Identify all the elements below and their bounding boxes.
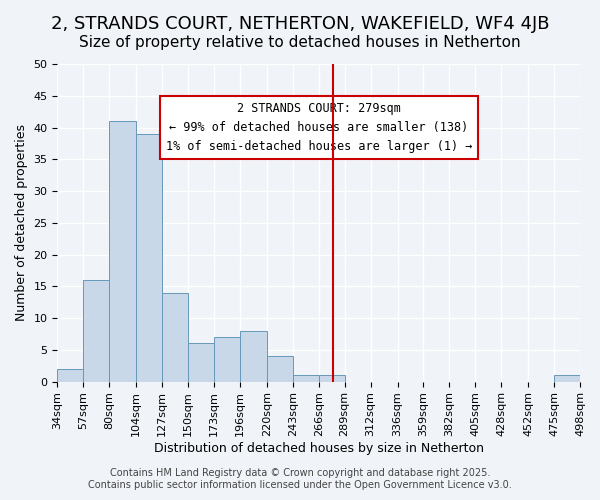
Text: Size of property relative to detached houses in Netherton: Size of property relative to detached ho…	[79, 35, 521, 50]
Bar	[267, 356, 293, 382]
Y-axis label: Number of detached properties: Number of detached properties	[15, 124, 28, 322]
Bar	[162, 292, 188, 382]
Bar	[240, 331, 267, 382]
Bar	[293, 375, 319, 382]
Bar	[109, 121, 136, 382]
Bar	[214, 337, 240, 382]
Text: 2 STRANDS COURT: 279sqm
← 99% of detached houses are smaller (138)
1% of semi-de: 2 STRANDS COURT: 279sqm ← 99% of detache…	[166, 102, 472, 153]
Bar	[58, 369, 83, 382]
Bar	[319, 375, 344, 382]
Text: 2, STRANDS COURT, NETHERTON, WAKEFIELD, WF4 4JB: 2, STRANDS COURT, NETHERTON, WAKEFIELD, …	[51, 15, 549, 33]
Text: Contains HM Land Registry data © Crown copyright and database right 2025.
Contai: Contains HM Land Registry data © Crown c…	[88, 468, 512, 490]
Bar	[83, 280, 109, 382]
Bar	[188, 344, 214, 382]
X-axis label: Distribution of detached houses by size in Netherton: Distribution of detached houses by size …	[154, 442, 484, 455]
Bar	[554, 375, 580, 382]
Bar	[136, 134, 162, 382]
